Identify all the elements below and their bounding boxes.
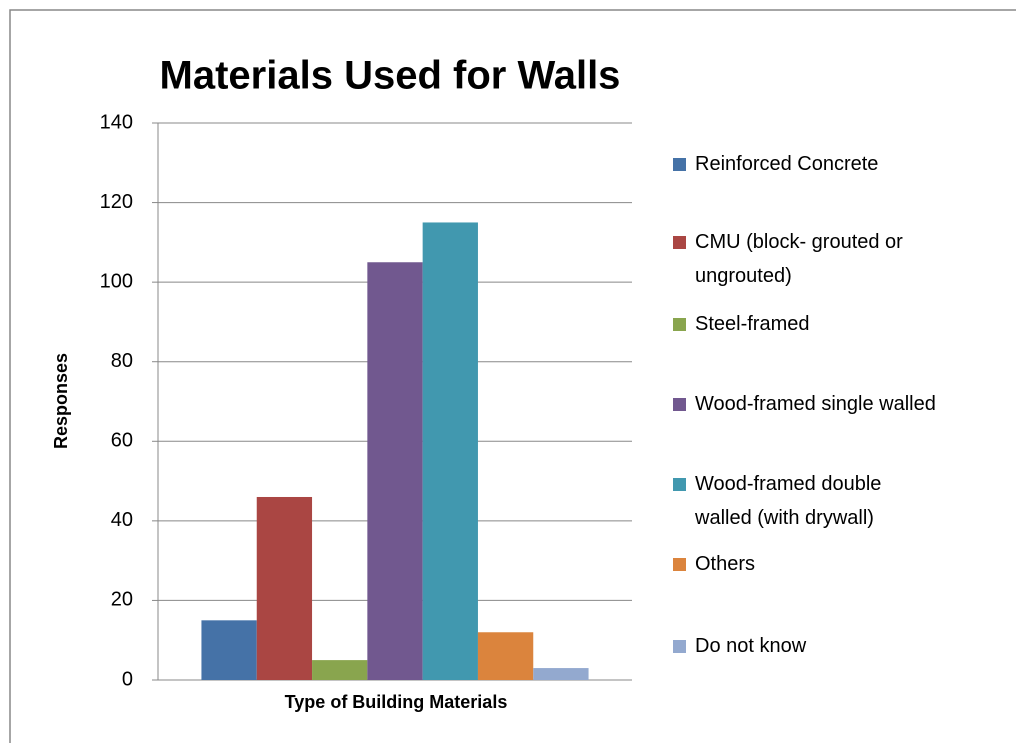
legend-swatch bbox=[673, 318, 686, 331]
chart-title: Materials Used for Walls bbox=[160, 54, 621, 98]
y-axis-label: Responses bbox=[51, 353, 71, 449]
chart-frame bbox=[9, 9, 1016, 743]
bar bbox=[256, 496, 313, 680]
y-tick-label: 40 bbox=[111, 509, 133, 531]
y-tick-label: 80 bbox=[111, 350, 133, 372]
legend-label-line: CMU (block- grouted or bbox=[695, 231, 908, 253]
legend-swatch bbox=[673, 558, 686, 571]
bar bbox=[367, 262, 423, 680]
y-tick-label: 60 bbox=[111, 430, 133, 452]
legend-swatch bbox=[673, 398, 686, 411]
y-tick-label: 120 bbox=[100, 191, 133, 213]
legend-label: Do not know bbox=[695, 635, 807, 657]
legend-label: CMU (block- grouted or ungrouted) bbox=[695, 231, 908, 287]
legend-label-line: ungrouted) bbox=[695, 265, 792, 287]
legend-label-line: Reinforced Concrete bbox=[695, 153, 878, 175]
legend-label: Reinforced Concrete bbox=[695, 153, 878, 175]
legend-label: Others bbox=[695, 553, 755, 575]
y-tick-label: 20 bbox=[111, 589, 133, 611]
legend-swatch bbox=[673, 236, 686, 249]
legend-swatch bbox=[673, 640, 686, 653]
legend-label-line: Wood-framed double bbox=[695, 473, 887, 495]
bar bbox=[201, 620, 257, 680]
bar bbox=[533, 668, 589, 680]
y-tick-label: 140 bbox=[100, 111, 133, 133]
legend-label: Wood-framed single walled bbox=[695, 393, 936, 415]
legend-label-line: Steel-framed bbox=[695, 313, 810, 335]
legend-label-line: Wood-framed single walled bbox=[695, 393, 936, 415]
legend-swatch bbox=[673, 478, 686, 491]
y-tick-label: 0 bbox=[122, 668, 133, 690]
legend-label: Steel-framed bbox=[695, 313, 810, 335]
legend-label: Wood-framed double walled (with drywall) bbox=[694, 473, 887, 529]
x-axis-label: Type of Building Materials bbox=[285, 692, 508, 712]
legend-label-line: walled (with drywall) bbox=[694, 507, 874, 529]
bar bbox=[477, 632, 534, 680]
legend-label-line: Do not know bbox=[695, 635, 807, 657]
y-tick-label: 100 bbox=[100, 270, 133, 292]
legend-swatch bbox=[673, 158, 686, 171]
bar bbox=[422, 222, 478, 680]
bar bbox=[312, 660, 368, 680]
legend-label-line: Others bbox=[695, 553, 755, 575]
